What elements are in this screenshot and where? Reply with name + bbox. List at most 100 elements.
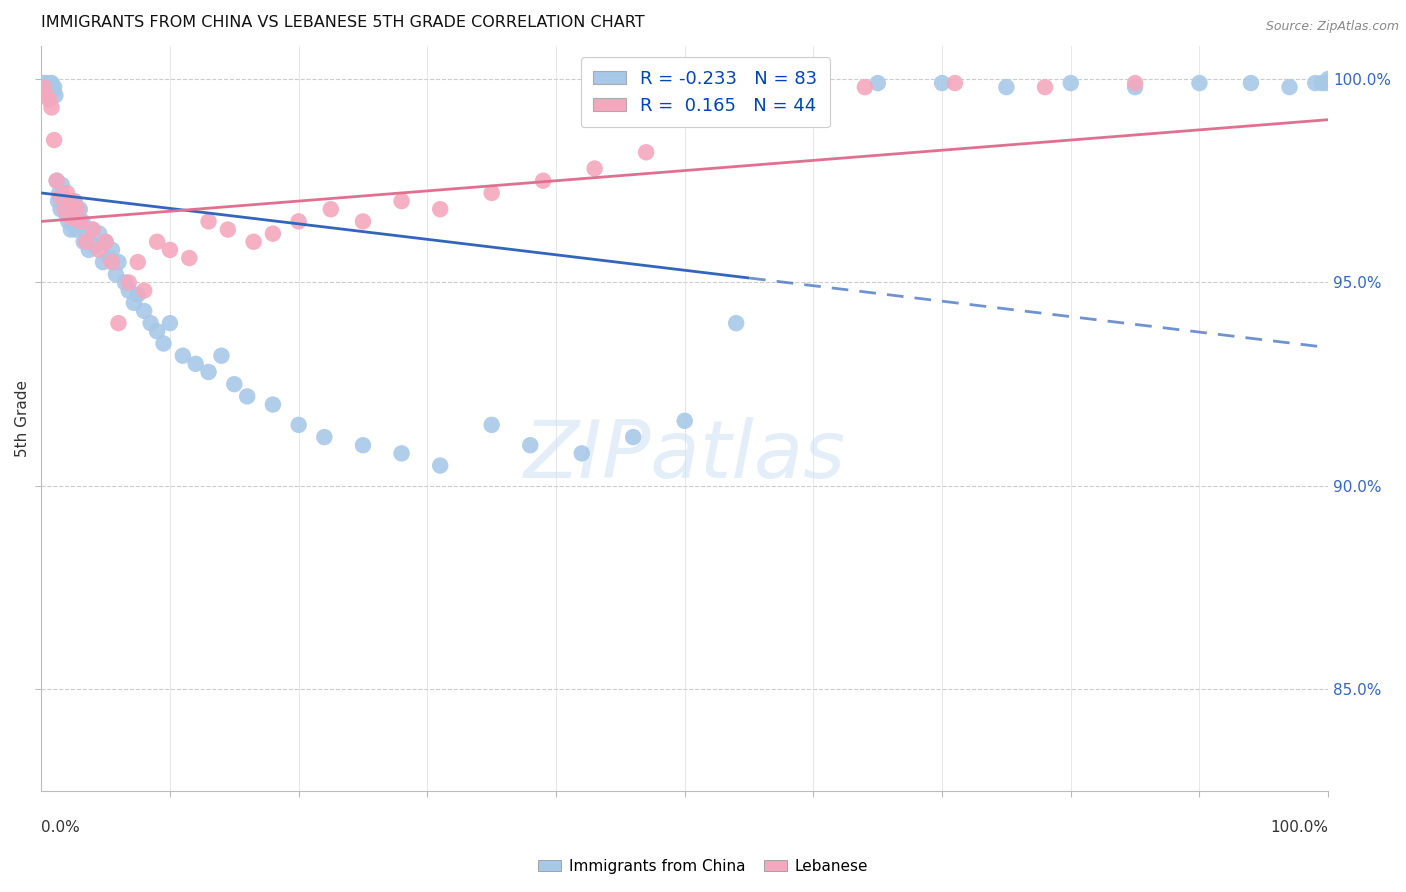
- Point: [41, 100, 63, 114]
- Point: [48, 186, 70, 200]
- Point: [38, 80, 60, 95]
- Point: [118, 284, 141, 298]
- Point: [1060, 76, 1083, 90]
- Text: ZIPatlas: ZIPatlas: [523, 417, 846, 495]
- Point: [53, 198, 76, 212]
- Point: [184, 357, 207, 371]
- Point: [35, 88, 58, 103]
- Point: [44, 88, 66, 103]
- Point: [152, 336, 174, 351]
- Point: [197, 365, 219, 379]
- Point: [69, 214, 91, 228]
- Point: [53, 202, 76, 217]
- Point: [127, 255, 149, 269]
- Point: [94, 235, 117, 249]
- Point: [159, 316, 181, 330]
- Point: [62, 214, 84, 228]
- Point: [56, 186, 79, 200]
- Point: [42, 80, 65, 95]
- Point: [287, 214, 309, 228]
- Point: [39, 76, 62, 90]
- Point: [139, 316, 162, 330]
- Point: [1123, 80, 1146, 95]
- Point: [46, 194, 69, 208]
- Point: [84, 239, 107, 253]
- Point: [197, 214, 219, 228]
- Point: [319, 202, 342, 217]
- Legend: R = -0.233   N = 83, R =  0.165   N = 44: R = -0.233 N = 83, R = 0.165 N = 44: [581, 57, 830, 128]
- Point: [391, 194, 413, 208]
- Point: [1315, 76, 1337, 90]
- Point: [66, 202, 89, 217]
- Point: [49, 190, 72, 204]
- Point: [51, 178, 73, 192]
- Point: [481, 186, 503, 200]
- Point: [699, 80, 721, 95]
- Y-axis label: 5th Grade: 5th Grade: [15, 380, 30, 458]
- Point: [52, 190, 75, 204]
- Point: [122, 295, 145, 310]
- Point: [42, 84, 65, 98]
- Point: [287, 417, 309, 432]
- Point: [69, 202, 91, 217]
- Point: [82, 222, 104, 236]
- Point: [209, 349, 232, 363]
- Point: [725, 316, 748, 330]
- Point: [37, 84, 59, 98]
- Point: [89, 227, 111, 241]
- Point: [118, 276, 141, 290]
- Point: [1123, 76, 1146, 90]
- Point: [42, 133, 65, 147]
- Point: [75, 235, 97, 249]
- Point: [35, 76, 58, 90]
- Point: [1317, 72, 1340, 87]
- Point: [262, 227, 284, 241]
- Point: [60, 211, 83, 225]
- Point: [1188, 76, 1211, 90]
- Point: [531, 174, 554, 188]
- Point: [519, 438, 541, 452]
- Point: [481, 417, 503, 432]
- Point: [1240, 76, 1263, 90]
- Point: [34, 80, 56, 95]
- Point: [101, 255, 124, 269]
- Point: [45, 174, 67, 188]
- Point: [91, 255, 114, 269]
- Point: [72, 214, 94, 228]
- Point: [429, 202, 451, 217]
- Point: [866, 76, 889, 90]
- Point: [62, 194, 84, 208]
- Point: [63, 194, 86, 208]
- Point: [82, 222, 104, 236]
- Point: [107, 255, 129, 269]
- Point: [101, 243, 124, 257]
- Point: [583, 161, 606, 176]
- Point: [146, 235, 169, 249]
- Point: [59, 222, 82, 236]
- Point: [673, 414, 696, 428]
- Point: [352, 214, 374, 228]
- Point: [1303, 76, 1326, 90]
- Point: [236, 389, 259, 403]
- Point: [38, 92, 60, 106]
- Point: [931, 76, 953, 90]
- Point: [1278, 80, 1301, 95]
- Point: [621, 430, 644, 444]
- Point: [159, 243, 181, 257]
- Point: [58, 214, 80, 228]
- Point: [77, 243, 100, 257]
- Point: [134, 304, 156, 318]
- Point: [73, 235, 96, 249]
- Point: [127, 287, 149, 301]
- Point: [56, 194, 79, 208]
- Point: [32, 80, 55, 95]
- Point: [172, 349, 194, 363]
- Point: [37, 80, 59, 95]
- Point: [943, 76, 966, 90]
- Point: [995, 80, 1018, 95]
- Point: [58, 202, 80, 217]
- Point: [853, 80, 876, 95]
- Point: [776, 76, 799, 90]
- Point: [1310, 76, 1333, 90]
- Point: [134, 284, 156, 298]
